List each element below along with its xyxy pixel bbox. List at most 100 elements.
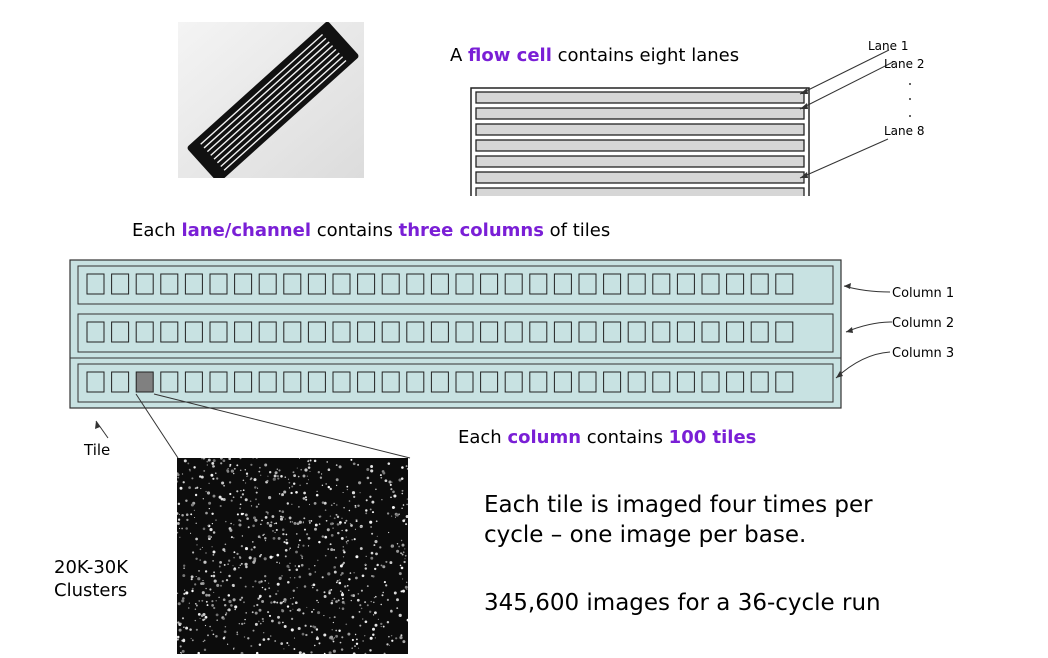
cluster-spot (193, 466, 196, 469)
tile (726, 273, 745, 295)
cluster-spot (295, 550, 298, 554)
cluster-spot (212, 560, 214, 562)
cluster-spot (270, 601, 273, 604)
cluster-spot (185, 513, 189, 516)
cluster-spot (203, 560, 207, 564)
tile (627, 371, 646, 393)
cluster-spot (222, 637, 226, 640)
cluster-spot (188, 602, 190, 604)
cluster-spot (276, 475, 279, 478)
cluster-spot (182, 481, 185, 484)
cluster-spot (332, 649, 336, 653)
cluster-spot (212, 550, 216, 554)
tile (283, 273, 302, 295)
tile (455, 321, 474, 343)
cluster-spot (212, 574, 216, 578)
cluster-spot (188, 486, 191, 489)
cluster-spot (272, 477, 276, 481)
cluster-spot (267, 475, 269, 477)
cluster-spot (354, 528, 356, 530)
clusters-image (177, 458, 408, 654)
lane8-label: Lane 8 (884, 124, 924, 138)
cluster-spot (194, 583, 197, 586)
cluster-spot (302, 497, 306, 500)
tile (160, 321, 179, 343)
cluster-spot (329, 515, 332, 517)
cluster-spot (343, 506, 345, 509)
cluster-spot (386, 598, 390, 602)
cluster-spot (374, 637, 377, 639)
tile-label: Tile (83, 441, 110, 459)
cluster-spot (342, 546, 345, 548)
tile-arrowhead (95, 421, 100, 429)
cluster-spot (283, 490, 287, 494)
cluster-spot (195, 575, 197, 578)
cluster-spot (364, 635, 366, 637)
cluster-spot (359, 604, 362, 607)
cluster-spot (239, 503, 242, 506)
cluster-spot (258, 620, 260, 623)
tile (283, 371, 302, 393)
cluster-spot (251, 611, 254, 614)
cluster-spot (402, 640, 406, 644)
cluster-spot (200, 475, 204, 479)
tile (775, 371, 794, 393)
cluster-spot (206, 460, 209, 463)
cluster-spot (180, 653, 183, 654)
cluster-spot (239, 520, 242, 522)
cluster-spot (314, 523, 318, 527)
cluster-spot (291, 503, 293, 505)
cluster-spot (357, 647, 360, 649)
cluster-spot (288, 487, 291, 489)
cluster-spot (232, 598, 236, 602)
column2-arrowhead (846, 327, 853, 333)
cluster-spot (335, 581, 338, 584)
cluster-spot (364, 652, 367, 654)
cluster-spot (267, 611, 270, 614)
cluster-spot (222, 598, 226, 602)
cluster-spot (388, 480, 392, 484)
cluster-spot (202, 618, 205, 622)
flow-cell-lanes-diagram: Lane 1 Lane 2 Lane 8 (470, 39, 924, 196)
tile (160, 273, 179, 295)
cluster-spot (396, 543, 399, 545)
cluster-spot (181, 513, 184, 517)
column-2-box (77, 313, 834, 353)
cluster-spot (285, 541, 289, 545)
cluster-spot (297, 626, 301, 631)
tile (504, 273, 523, 295)
cluster-spot (386, 620, 390, 624)
cluster-spot (345, 519, 348, 522)
cluster-spot (244, 547, 249, 551)
cluster-spot (182, 639, 186, 643)
cluster-spot (399, 564, 402, 567)
cluster-spot (315, 493, 319, 497)
cluster-spot (262, 534, 264, 536)
cluster-spot (273, 522, 276, 525)
cluster-spot (329, 635, 334, 639)
cluster-spot (315, 628, 319, 631)
cluster-spot (264, 463, 268, 467)
cluster-spot (257, 487, 259, 489)
cluster-spot (392, 490, 395, 494)
cluster-spot (375, 595, 377, 598)
cluster-spot (400, 552, 402, 554)
cluster-spot (404, 558, 406, 560)
cluster-spot (369, 508, 372, 511)
cluster-spot (295, 568, 299, 571)
cluster-spot (298, 520, 302, 524)
cluster-spot (195, 604, 198, 607)
tile (578, 273, 597, 295)
cluster-spot (313, 625, 317, 629)
tile (701, 321, 720, 343)
cluster-spot (233, 467, 236, 470)
cluster-spot (380, 476, 383, 479)
cluster-spot (244, 585, 247, 588)
cluster-spot (258, 594, 262, 598)
cluster-spot (370, 526, 372, 528)
cluster-spot (386, 643, 389, 646)
cluster-spot (220, 497, 224, 501)
cluster-spot (313, 501, 317, 505)
tile (184, 321, 203, 343)
cluster-spot (232, 565, 234, 567)
